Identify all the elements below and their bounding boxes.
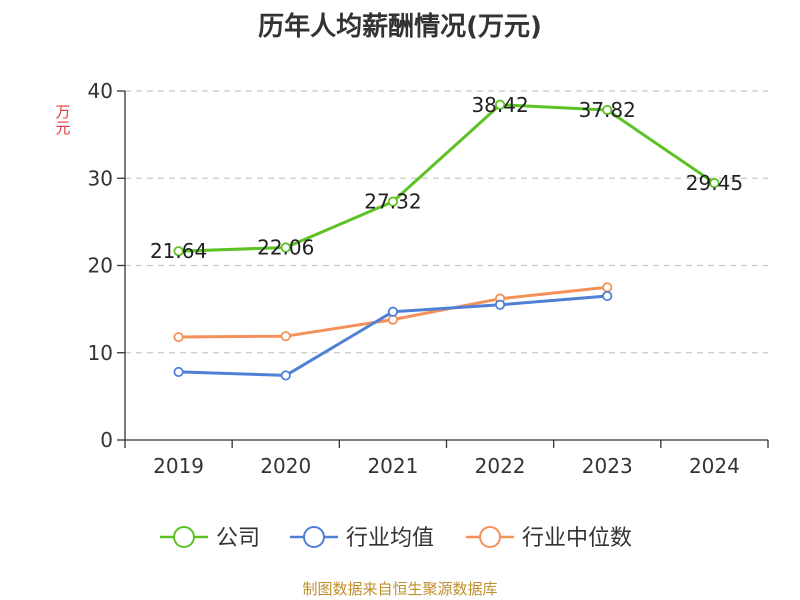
data-point xyxy=(280,370,291,381)
data-point xyxy=(173,366,184,378)
x-tick-label: 2021 xyxy=(367,454,418,478)
data-point xyxy=(602,282,613,293)
legend-marker xyxy=(479,526,501,548)
data-point xyxy=(280,331,291,342)
y-tick-label: 0 xyxy=(100,428,113,452)
data-point xyxy=(494,299,506,310)
x-tick-label: 2024 xyxy=(689,454,740,478)
data-label: 37.82 xyxy=(579,98,636,122)
data-point xyxy=(280,242,291,253)
x-tick-label: 2020 xyxy=(260,454,311,478)
legend-label: 行业均值 xyxy=(346,526,434,551)
legend-label: 公司 xyxy=(216,526,260,551)
data-label: 22.06 xyxy=(257,236,314,260)
data-point xyxy=(602,290,613,302)
legend-marker xyxy=(173,526,195,548)
y-tick-label: 40 xyxy=(88,79,113,103)
legend-marker xyxy=(303,526,325,548)
legend-label: 行业中位数 xyxy=(522,526,632,551)
data-point xyxy=(387,196,399,207)
data-point xyxy=(173,331,184,343)
data-point xyxy=(173,246,184,257)
y-tick-label: 10 xyxy=(88,341,113,365)
data-label: 21.64 xyxy=(150,239,207,263)
data-point xyxy=(602,104,613,116)
data-point xyxy=(709,177,720,189)
y-tick-label: 30 xyxy=(88,166,113,190)
y-tick-label: 20 xyxy=(88,254,113,278)
x-tick-label: 2023 xyxy=(582,454,633,478)
x-tick-label: 2019 xyxy=(153,454,204,478)
y-axis-label: 万元 xyxy=(55,103,71,137)
series-line xyxy=(178,103,716,253)
chart-title: 历年人均薪酬情况(万元) xyxy=(258,12,542,42)
source-note: 制图数据来自恒生聚源数据库 xyxy=(302,580,498,598)
data-label: 27.32 xyxy=(364,190,421,214)
data-point xyxy=(494,99,506,110)
x-tick-label: 2022 xyxy=(475,454,526,478)
data-label: 29.45 xyxy=(686,171,743,195)
data-label: 38.42 xyxy=(471,93,528,117)
data-point xyxy=(387,306,399,317)
